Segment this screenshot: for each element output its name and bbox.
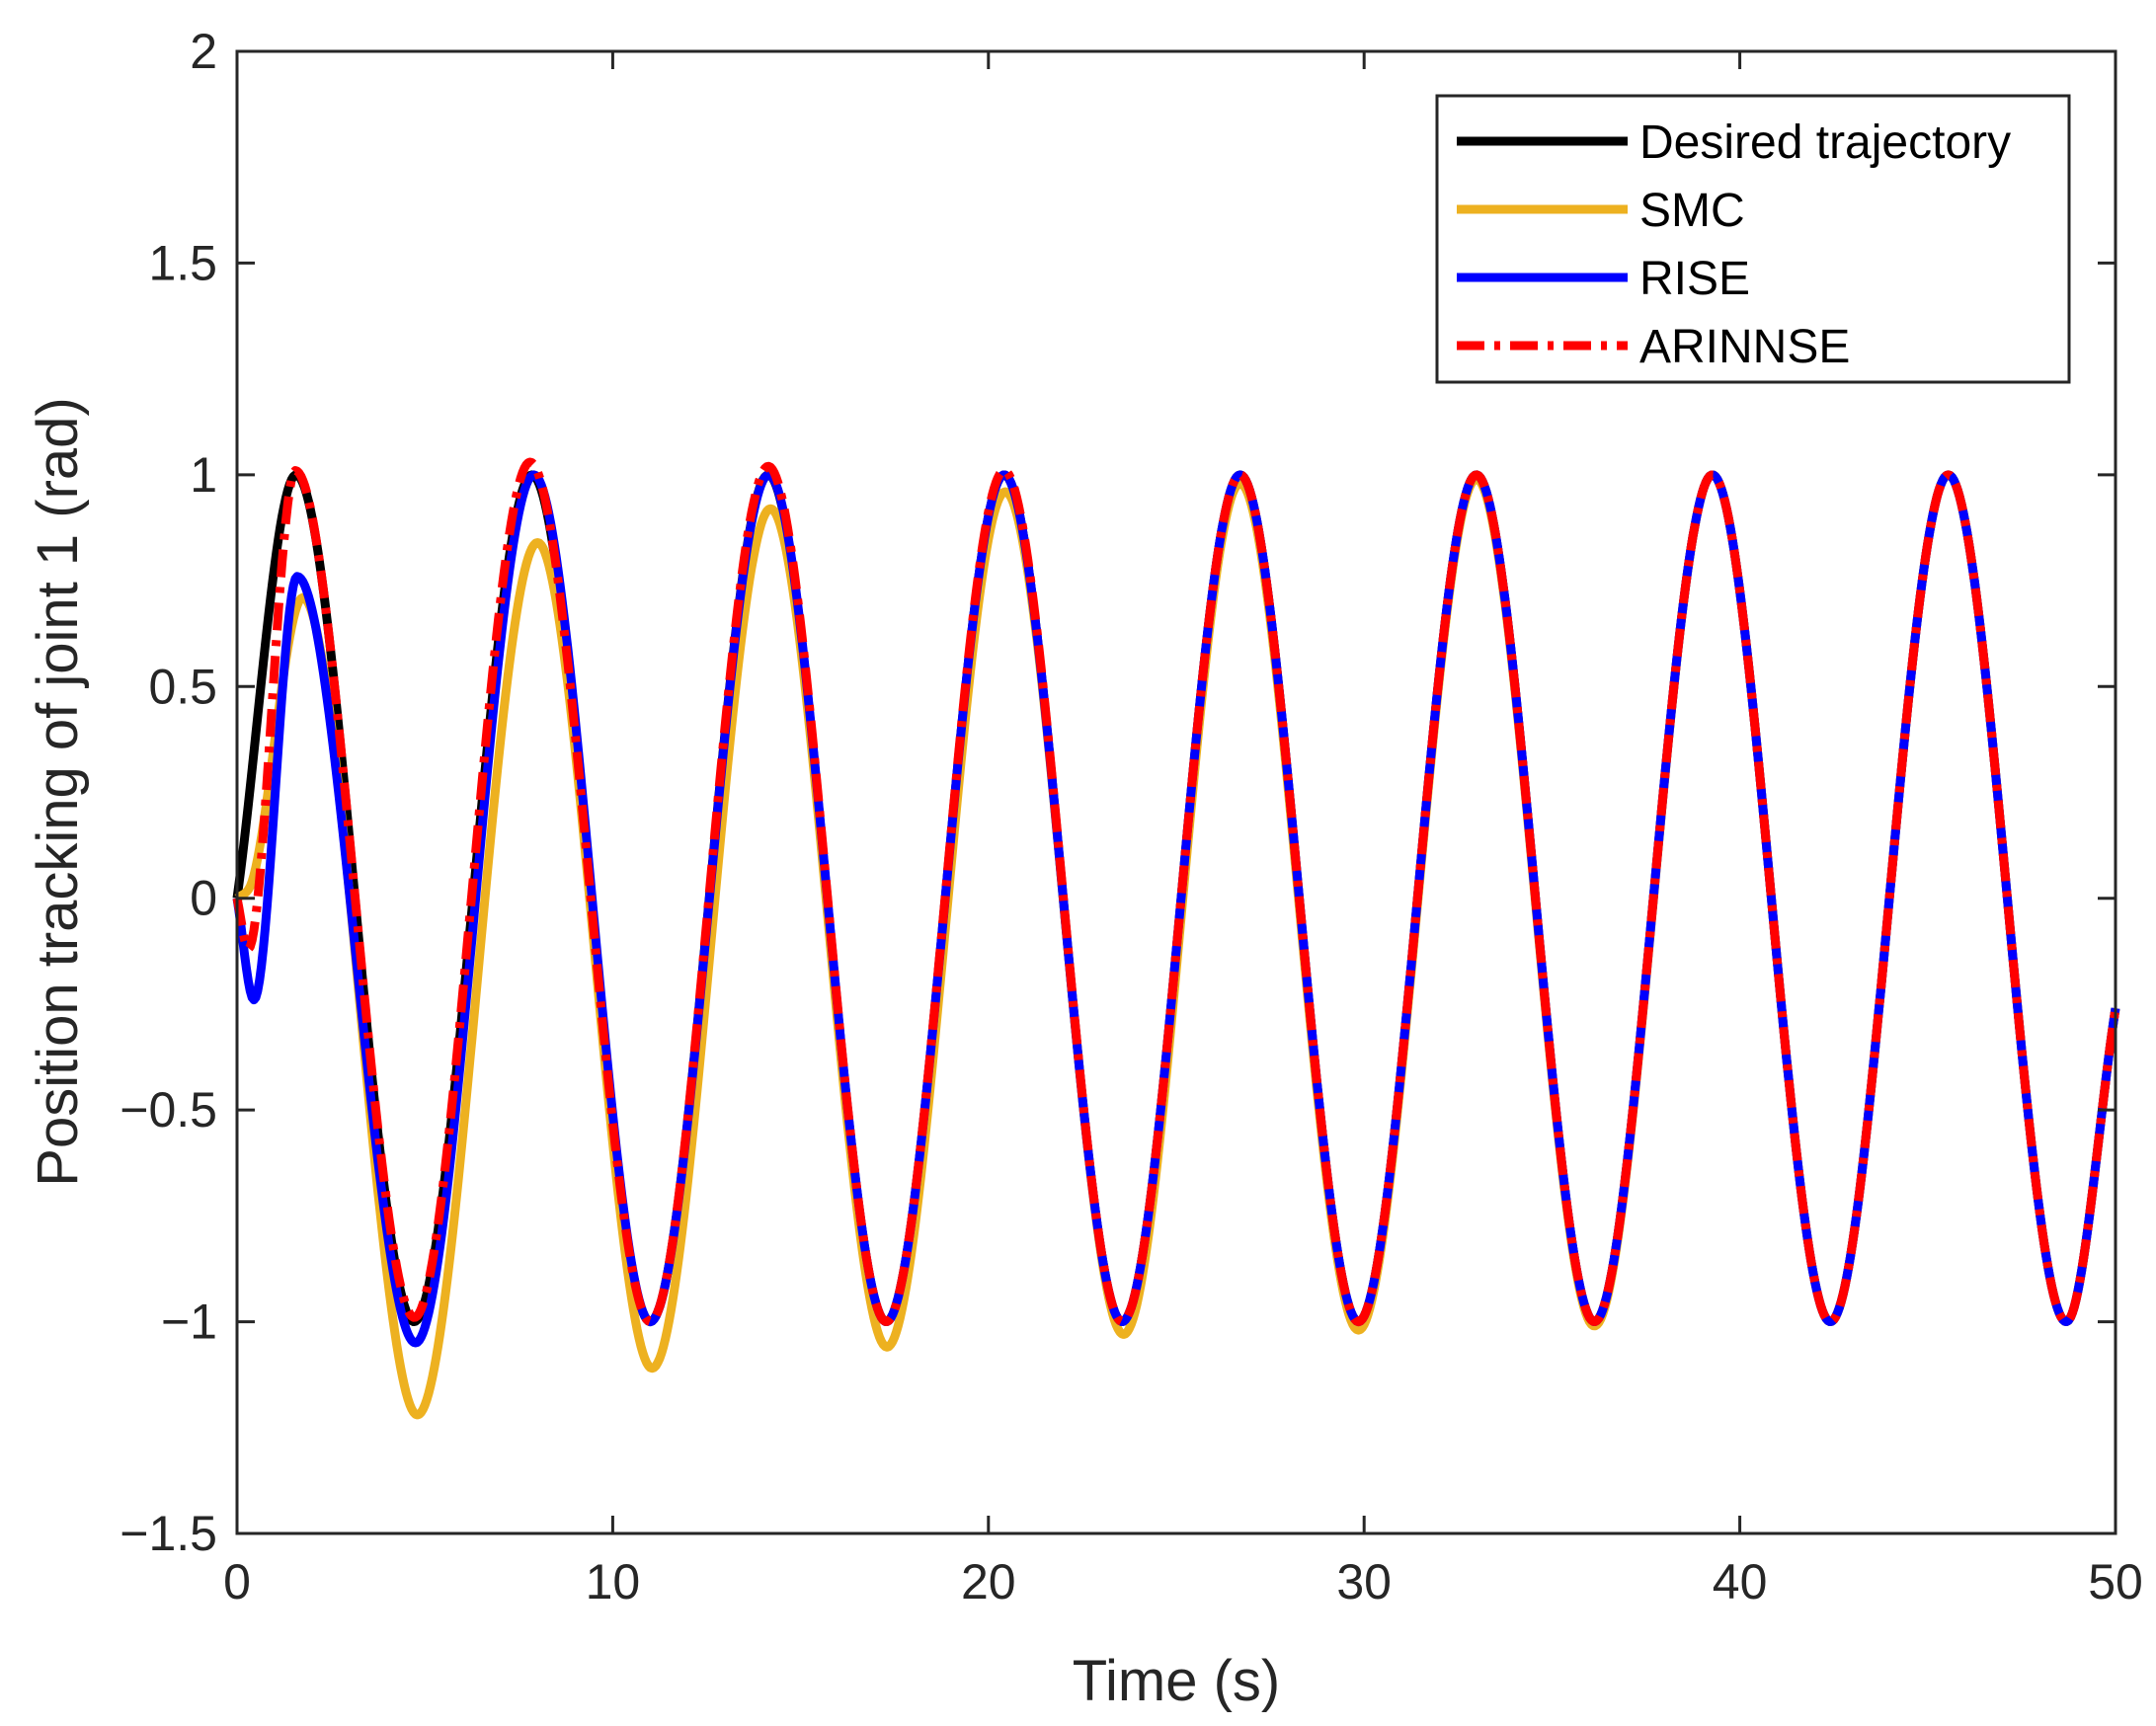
y-tick-label: 0 [190,871,217,926]
x-tick-label: 50 [2088,1554,2143,1609]
plot-frame [235,49,2117,1535]
series-line-arinnse [232,457,2120,1327]
x-tick-label: 0 [223,1554,251,1609]
series-layer [232,457,2120,1420]
x-tick-label: 10 [586,1554,641,1609]
y-tick-label: −0.5 [120,1082,217,1138]
legend-label: ARINNSE [1639,321,1850,373]
x-tick-label: 40 [1713,1554,1768,1609]
y-tick-label: 2 [190,24,217,79]
x-axis-label: Time (s) [1073,1649,1280,1713]
legend-label: Desired trajectory [1639,117,2011,169]
ticks-layer: 0 10 20 30 40 50 −1.5 −1 −0.5 0 0.5 1 1.5 2 [120,24,2143,1609]
x-tick-label: 30 [1336,1554,1392,1609]
y-tick-label: −1 [161,1294,217,1350]
y-tick-label: −1.5 [120,1506,217,1561]
y-axis-label: Position tracking of joint 1 (rad) [26,397,90,1186]
legend-label: SMC [1639,185,1745,237]
y-tick-label: 1.5 [148,235,217,290]
y-tick-label: 1 [190,447,217,503]
legend-label: RISE [1639,253,1750,305]
legend: Desired trajectory SMC RISE ARINNSE [1435,94,2071,384]
x-tick-label: 20 [961,1554,1016,1609]
y-tick-label: 0.5 [148,659,217,714]
